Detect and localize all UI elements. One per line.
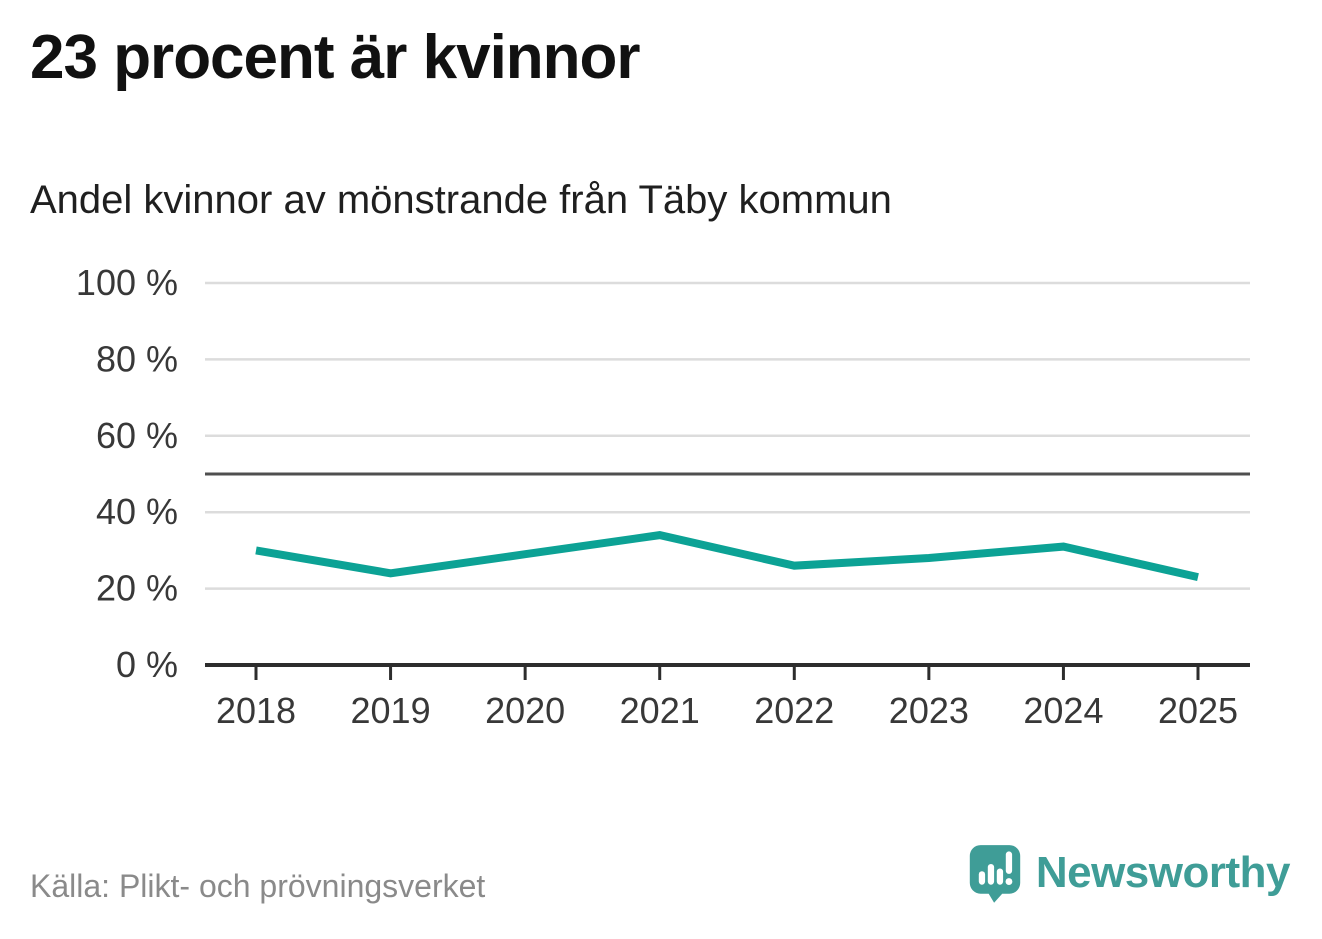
x-tick-label: 2022 <box>754 690 834 731</box>
x-tick-label: 2023 <box>889 690 969 731</box>
newsworthy-logo: Newsworthy <box>968 843 1291 903</box>
y-tick-label: 0 % <box>116 644 178 685</box>
x-tick-label: 2020 <box>485 690 565 731</box>
bar-short <box>978 871 985 885</box>
x-tick-label: 2019 <box>351 690 431 731</box>
y-tick-label: 60 % <box>96 415 178 456</box>
newsworthy-icon <box>969 845 1021 903</box>
data-line-andel-kvinnor-av-m-nstrande <box>255 531 1199 582</box>
line-chart-canvas: 100 % 80 % 60 % 40 % 20 % 0 % 2018 2019 2020 2021… <box>76 262 1250 731</box>
y-tick-label: 40 % <box>96 491 178 532</box>
bar-medium <box>996 868 1003 885</box>
line-chart: 100 % 80 % 60 % 40 % 20 % 0 % 2018 2019 2020 2021… <box>0 245 1322 755</box>
x-tick-label: 2018 <box>216 690 296 731</box>
newsworthy-wordmark: Newsworthy <box>1035 848 1291 897</box>
exclamation-dot <box>1005 878 1013 885</box>
chart-subtitle: Andel kvinnor av mönstrande från Täby ko… <box>30 178 892 222</box>
y-tick-label: 100 % <box>76 262 178 303</box>
x-tick-label: 2021 <box>620 690 700 731</box>
exclamation-bar <box>1005 851 1012 874</box>
y-tick-label: 20 % <box>96 568 178 609</box>
x-tick-label: 2024 <box>1023 690 1103 731</box>
chart-title: 23 procent är kvinnor <box>30 23 641 92</box>
source-note: Källa: Plikt- och prövningsverket <box>30 868 486 904</box>
y-tick-label: 80 % <box>96 338 178 379</box>
x-tick-label: 2025 <box>1158 690 1238 731</box>
speech-bubble-shape <box>969 845 1021 903</box>
bar-tall <box>987 864 994 885</box>
